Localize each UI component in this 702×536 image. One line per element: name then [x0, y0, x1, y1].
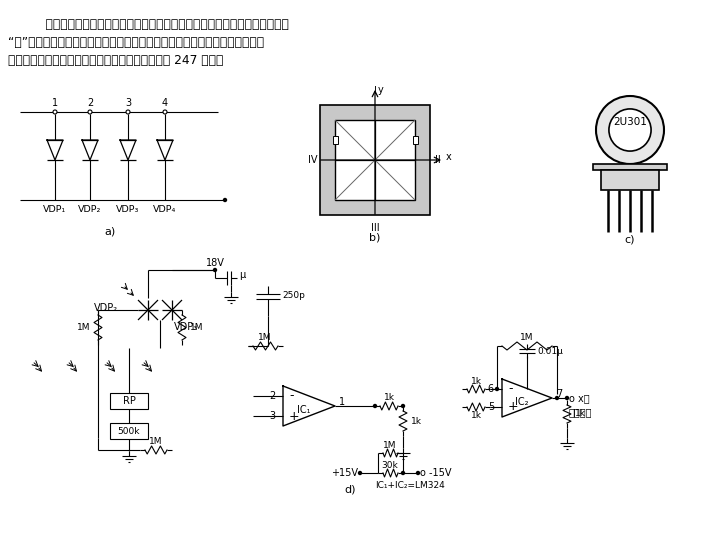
Bar — [110, 393, 148, 409]
Text: 1k: 1k — [470, 412, 482, 421]
Bar — [333, 136, 338, 144]
Text: 1: 1 — [339, 397, 345, 407]
Text: d): d) — [344, 485, 356, 495]
Text: 3: 3 — [125, 98, 131, 108]
Text: y: y — [378, 85, 384, 95]
Text: 1M: 1M — [383, 441, 397, 450]
Circle shape — [213, 269, 216, 272]
Text: III: III — [371, 223, 379, 233]
Text: +: + — [508, 400, 519, 413]
Text: 1M: 1M — [150, 437, 163, 446]
Bar — [320, 105, 430, 215]
Circle shape — [566, 397, 569, 399]
Circle shape — [126, 110, 130, 114]
Circle shape — [163, 110, 167, 114]
Text: 18V: 18V — [206, 258, 225, 268]
Text: IC₂: IC₂ — [515, 397, 529, 407]
Text: µ: µ — [239, 270, 245, 280]
Text: I: I — [373, 86, 376, 96]
Text: “十”字形沟道相隔，所以单元的性能参数基本相同，一致性较好，常用于位置: “十”字形沟道相隔，所以单元的性能参数基本相同，一致性较好，常用于位置 — [8, 36, 264, 49]
Text: 探测器，人称二维探测器件。其典型应用电路如图 247 所示。: 探测器，人称二维探测器件。其典型应用电路如图 247 所示。 — [8, 54, 223, 67]
Text: II: II — [435, 155, 441, 165]
Text: 1: 1 — [52, 98, 58, 108]
Text: 4: 4 — [162, 98, 168, 108]
Text: 输出信号: 输出信号 — [569, 407, 592, 417]
Text: a): a) — [105, 227, 116, 237]
Text: b): b) — [369, 232, 380, 242]
Text: 500k: 500k — [118, 427, 140, 435]
Text: 2: 2 — [269, 391, 275, 401]
Bar — [592, 164, 668, 170]
Text: 1M: 1M — [520, 333, 534, 343]
Text: 1M: 1M — [190, 323, 204, 331]
Text: VDP₂: VDP₂ — [94, 303, 118, 313]
Text: 四象限式光敏二极管，是在同一芯片上作出四个二极管单片且它们之间有个: 四象限式光敏二极管，是在同一芯片上作出四个二极管单片且它们之间有个 — [30, 18, 289, 31]
Text: 2U301: 2U301 — [613, 117, 647, 127]
Text: 1k: 1k — [383, 393, 395, 403]
Bar — [335, 120, 415, 200]
Circle shape — [596, 96, 664, 164]
Text: 30k: 30k — [382, 460, 398, 470]
Text: +15V: +15V — [331, 468, 358, 478]
Text: IV: IV — [308, 155, 317, 165]
Text: 1k: 1k — [411, 416, 422, 426]
Text: 1k: 1k — [470, 376, 482, 385]
Text: 1M: 1M — [77, 323, 90, 331]
Text: IC₁: IC₁ — [297, 405, 311, 415]
Text: VDP₂: VDP₂ — [79, 205, 102, 214]
Text: -: - — [289, 390, 293, 403]
Text: VDP₄: VDP₄ — [153, 205, 177, 214]
Text: 250p: 250p — [282, 292, 305, 301]
Text: 7: 7 — [556, 389, 562, 399]
Circle shape — [359, 472, 362, 474]
Text: 6: 6 — [488, 384, 494, 394]
Circle shape — [223, 198, 227, 202]
Circle shape — [53, 110, 57, 114]
Text: 5: 5 — [488, 402, 494, 412]
Bar — [110, 423, 148, 439]
Text: -: - — [508, 383, 512, 396]
Text: 0.01µ: 0.01µ — [537, 346, 563, 355]
Circle shape — [402, 405, 404, 407]
Text: c): c) — [625, 235, 635, 245]
Bar — [413, 136, 418, 144]
Text: IC₁+IC₂=LM324: IC₁+IC₂=LM324 — [375, 481, 445, 490]
Text: o -15V: o -15V — [420, 468, 451, 478]
Text: RP: RP — [123, 396, 135, 406]
Text: VDP₃: VDP₃ — [174, 322, 198, 332]
Bar — [601, 170, 659, 190]
Circle shape — [609, 109, 651, 151]
Text: VDP₃: VDP₃ — [117, 205, 140, 214]
Circle shape — [555, 397, 559, 399]
Text: 1M: 1M — [258, 333, 272, 343]
Text: 1k: 1k — [575, 410, 586, 419]
Text: 3: 3 — [269, 411, 275, 421]
Text: VDP₁: VDP₁ — [44, 205, 67, 214]
Circle shape — [88, 110, 92, 114]
Circle shape — [373, 405, 376, 407]
Circle shape — [496, 388, 498, 391]
Text: x: x — [446, 152, 452, 162]
Circle shape — [402, 472, 404, 474]
Circle shape — [416, 472, 420, 474]
Text: +: + — [289, 410, 300, 422]
Text: o x轴: o x轴 — [569, 393, 590, 403]
Text: 2: 2 — [87, 98, 93, 108]
